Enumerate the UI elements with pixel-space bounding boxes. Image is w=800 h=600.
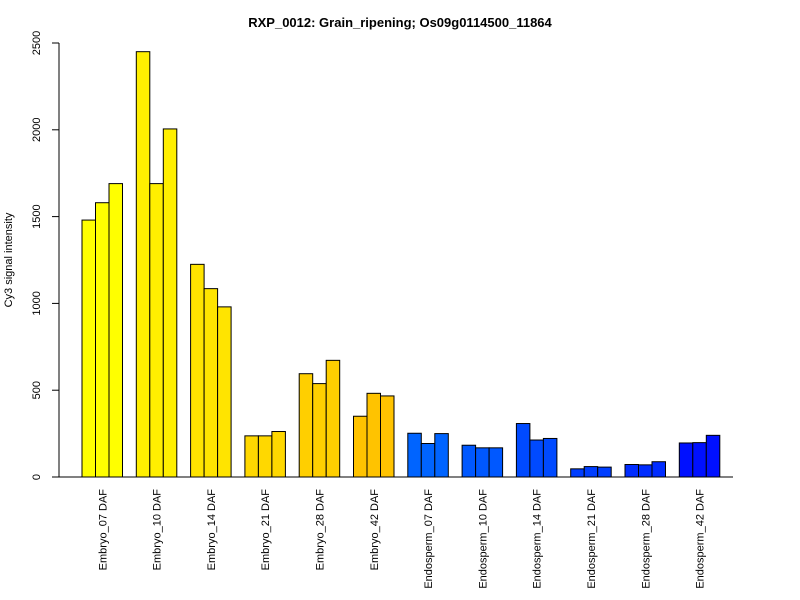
bar xyxy=(624,464,639,478)
x-tick-label: Endosperm_42 DAF xyxy=(695,489,707,589)
bar xyxy=(312,383,327,478)
x-tick-label: Endosperm_10 DAF xyxy=(477,489,489,589)
x-tick-label: Endosperm_28 DAF xyxy=(640,489,652,589)
y-tick-label: 2500 xyxy=(31,31,43,55)
y-tick-label: 0 xyxy=(31,474,43,480)
bar xyxy=(597,466,612,478)
bar xyxy=(407,432,422,478)
bar xyxy=(529,439,544,478)
bar xyxy=(583,466,599,478)
bars-group xyxy=(81,51,721,478)
bar xyxy=(108,183,123,478)
bar xyxy=(203,288,219,478)
bar xyxy=(257,435,273,478)
bar xyxy=(420,442,436,478)
x-tick-label: Embryo_10 DAF xyxy=(152,489,164,571)
bar xyxy=(692,442,707,478)
bar xyxy=(298,373,314,478)
bar xyxy=(325,359,341,478)
bar xyxy=(678,442,694,478)
bar xyxy=(488,447,504,478)
bar xyxy=(366,392,381,478)
bar xyxy=(515,423,531,478)
bar xyxy=(81,219,96,478)
x-tick-label: Embryo_21 DAF xyxy=(260,489,272,571)
y-axis: 0 500 1000 1500 2000 2500 xyxy=(31,31,60,480)
bar xyxy=(149,183,164,478)
bar xyxy=(475,447,490,478)
y-tick-label: 500 xyxy=(31,381,43,399)
y-tick-label: 1000 xyxy=(31,291,43,315)
y-axis-label: Cy3 signal intensity xyxy=(3,212,15,307)
x-tick-label: Embryo_07 DAF xyxy=(97,489,109,571)
bar xyxy=(380,395,395,478)
bar xyxy=(162,128,178,478)
bar xyxy=(244,435,259,478)
bar xyxy=(461,444,477,478)
bar xyxy=(434,433,449,478)
x-axis: Embryo_07 DAF Embryo_10 DAF Embryo_14 DAF E… xyxy=(59,476,733,589)
bar xyxy=(651,461,666,478)
bar xyxy=(271,431,286,478)
bar xyxy=(353,415,368,478)
bar xyxy=(190,263,205,478)
bar xyxy=(638,464,653,478)
bar xyxy=(217,306,232,478)
x-tick-label: Embryo_42 DAF xyxy=(369,489,381,571)
x-tick-label: Endosperm_21 DAF xyxy=(586,489,598,589)
bar xyxy=(542,437,558,478)
x-tick-label: Endosperm_07 DAF xyxy=(423,489,435,589)
y-tick-label: 2000 xyxy=(31,118,43,142)
y-tick-label: 1500 xyxy=(31,204,43,228)
x-tick-label: Embryo_14 DAF xyxy=(206,489,218,571)
x-tick-label: Endosperm_14 DAF xyxy=(532,489,544,589)
bar xyxy=(135,51,151,478)
x-tick-label: Embryo_28 DAF xyxy=(314,489,326,571)
bar xyxy=(705,434,721,478)
chart-title: RXP_0012: Grain_ripening; Os09g0114500_1… xyxy=(248,15,552,30)
bar xyxy=(95,202,110,478)
bar xyxy=(570,468,585,478)
